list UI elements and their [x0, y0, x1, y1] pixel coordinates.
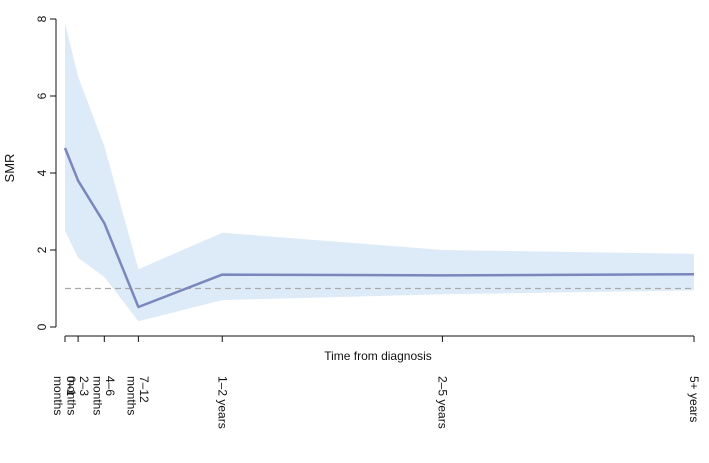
y-tick-label: 6: [35, 92, 49, 99]
x-tick-label: 4–6months: [91, 376, 118, 415]
x-axis: 0–1months 2–3months 4–6months 7–12months 1–2…: [51, 335, 701, 429]
x-tick-label: 0–1months: [51, 376, 78, 415]
x-tick-label: 7–12months: [125, 376, 152, 415]
x-tick-label: 2–3months: [64, 376, 91, 415]
x-tick-label: 5+ years: [687, 376, 701, 422]
y-axis-title: SMR: [2, 154, 17, 183]
series-line: [63, 147, 695, 309]
confidence-band: [65, 22, 694, 322]
y-tick-label: 0: [35, 323, 49, 330]
series-line-layer: [63, 147, 695, 309]
y-tick-label: 2: [35, 246, 49, 253]
confidence-band-layer: [65, 22, 694, 322]
x-tick-label: 1–2 years: [215, 376, 229, 429]
y-tick-label: 8: [35, 15, 49, 22]
x-tick-label: 2–5 years: [435, 376, 449, 429]
x-axis-title: Time from diagnosis: [324, 349, 432, 363]
y-axis: 0 2 4 6 8: [35, 15, 57, 330]
y-tick-label: 4: [35, 169, 49, 176]
